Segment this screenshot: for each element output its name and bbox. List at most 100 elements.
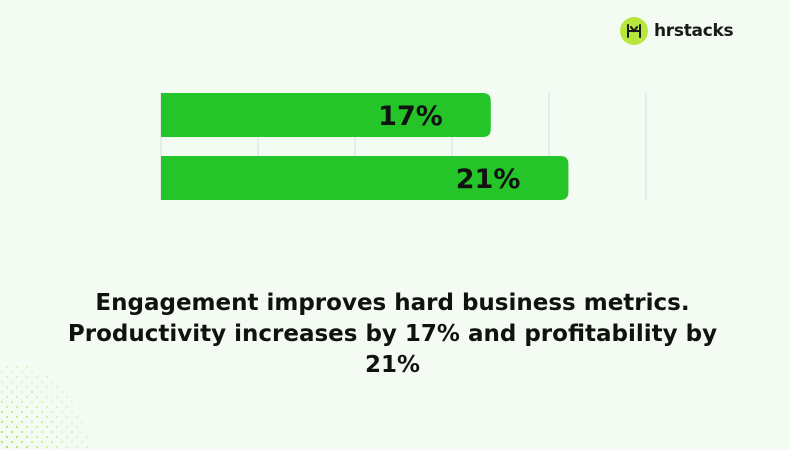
decorative-dot (15, 395, 19, 399)
decorative-dot (65, 445, 69, 449)
decorative-dot (0, 420, 4, 424)
decorative-dot (50, 440, 54, 444)
decorative-dot (10, 400, 14, 404)
decorative-dot (15, 405, 19, 409)
decorative-dot (40, 410, 44, 414)
decorative-dot (10, 420, 14, 424)
decorative-dot (40, 430, 44, 434)
decorative-dot (70, 440, 74, 444)
decorative-dot (45, 445, 49, 449)
decorative-dot (25, 445, 29, 449)
decorative-dot (30, 380, 34, 384)
decorative-dot (35, 425, 39, 429)
decorative-dot (5, 445, 9, 449)
decorative-dot (15, 425, 19, 429)
brand-name: hrstacks (654, 21, 734, 41)
decorative-dot (5, 385, 9, 389)
decorative-dot (70, 410, 74, 414)
decorative-dot (0, 370, 4, 374)
decorative-dot (35, 405, 39, 409)
decorative-dot (30, 440, 34, 444)
decorative-dot (15, 385, 19, 389)
decorative-dot (30, 400, 34, 404)
decorative-dot (5, 415, 9, 419)
decorative-dot (40, 390, 44, 394)
decorative-dot (60, 400, 64, 404)
decorative-dot (65, 435, 69, 439)
decorative-dot (65, 415, 69, 419)
decorative-dot (55, 415, 59, 419)
decorative-dot (0, 410, 4, 414)
decorative-dot (45, 385, 49, 389)
bar-chart: 17% 21% (160, 93, 647, 200)
decorative-dot (35, 375, 39, 379)
decorative-dot (15, 415, 19, 419)
decorative-dot (40, 440, 44, 444)
decorative-dot (5, 365, 9, 369)
decorative-dot (10, 370, 14, 374)
decorative-dot (60, 420, 64, 424)
bar-data-label-0: 17% (378, 101, 443, 132)
decorative-dot (0, 380, 4, 384)
decorative-dot (5, 425, 9, 429)
decorative-dot (55, 395, 59, 399)
decorative-dot (25, 425, 29, 429)
decorative-dot (25, 375, 29, 379)
decorative-dot (0, 440, 4, 444)
decorative-dot (35, 395, 39, 399)
decorative-dot (55, 425, 59, 429)
decorative-dot (45, 415, 49, 419)
decorative-dot (60, 430, 64, 434)
brand-logo: hrstacks (620, 17, 734, 45)
decorative-dot (40, 420, 44, 424)
decorative-dot (50, 390, 54, 394)
decorative-dot (55, 435, 59, 439)
decorative-dot (25, 435, 29, 439)
decorative-dot (60, 440, 64, 444)
decorative-dot (50, 430, 54, 434)
decorative-dot (55, 445, 59, 449)
hr-stacks-logo-icon (620, 17, 648, 45)
decorative-dot (45, 375, 49, 379)
decorative-dot (35, 435, 39, 439)
decorative-dot (25, 365, 29, 369)
decorative-dot (75, 415, 79, 419)
decorative-dot (15, 375, 19, 379)
decorative-dot (85, 435, 89, 439)
decorative-dot (5, 405, 9, 409)
bar-data-label-1: 21% (456, 164, 521, 195)
decorative-dot (25, 395, 29, 399)
decorative-dot (70, 400, 74, 404)
decorative-dot (30, 370, 34, 374)
decorative-dot (55, 385, 59, 389)
decorative-dot (25, 415, 29, 419)
decorative-dot (45, 435, 49, 439)
decorative-dot (25, 385, 29, 389)
decorative-dot (10, 390, 14, 394)
decorative-dot (50, 410, 54, 414)
decorative-dot (70, 430, 74, 434)
decorative-dot (35, 385, 39, 389)
decorative-dot (45, 405, 49, 409)
decorative-dot (80, 430, 84, 434)
decorative-dot (30, 390, 34, 394)
decorative-dot (10, 380, 14, 384)
decorative-dot (40, 380, 44, 384)
decorative-dot (65, 425, 69, 429)
decorative-dot (50, 380, 54, 384)
decorative-dot (30, 430, 34, 434)
decorative-dot (30, 410, 34, 414)
decorative-dot (75, 425, 79, 429)
decorative-dot (65, 405, 69, 409)
decorative-dot (10, 440, 14, 444)
decorative-dot (45, 395, 49, 399)
decorative-dot (20, 390, 24, 394)
decorative-dot (40, 400, 44, 404)
decorative-dot (15, 365, 19, 369)
decorative-dot (45, 425, 49, 429)
decorative-dot (20, 440, 24, 444)
decorative-dot (0, 400, 4, 404)
decorative-dot (25, 405, 29, 409)
decorative-dot (55, 405, 59, 409)
decorative-dot (20, 430, 24, 434)
